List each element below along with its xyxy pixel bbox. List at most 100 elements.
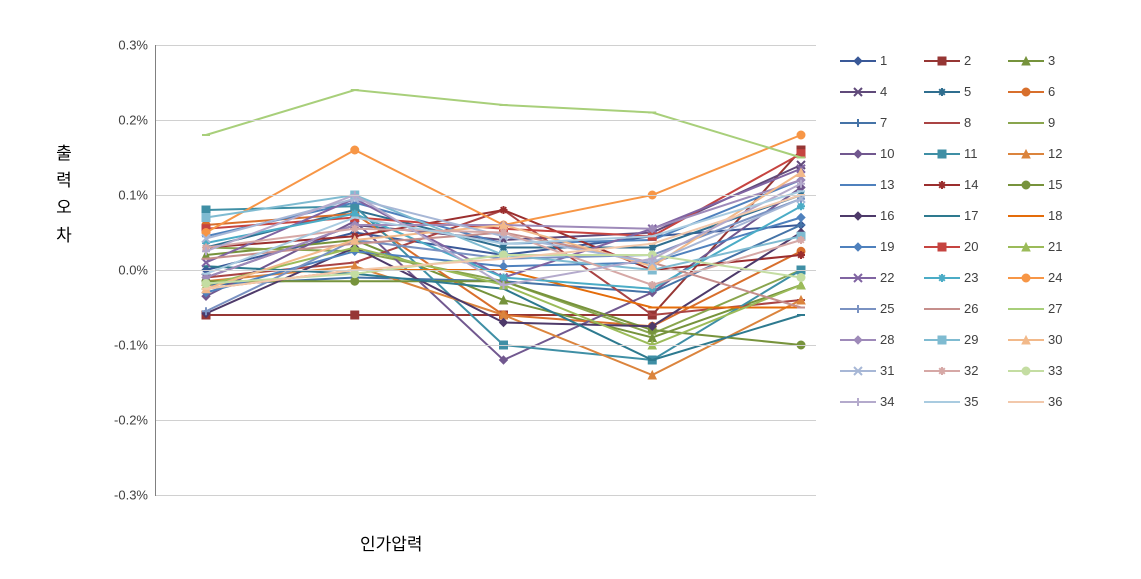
series-marker (202, 214, 210, 222)
series-marker (500, 319, 508, 327)
legend-item: 7 (840, 107, 924, 138)
y-tick-label: 0.2% (118, 113, 156, 128)
legend-item: 18 (1008, 200, 1092, 231)
legend-item: 19 (840, 231, 924, 262)
legend-item: 2 (924, 45, 1008, 76)
legend-item: 3 (1008, 45, 1092, 76)
legend-label: 36 (1048, 394, 1062, 409)
legend-item: 33 (1008, 355, 1092, 386)
legend-item: 5 (924, 76, 1008, 107)
series-marker (648, 281, 656, 289)
gridline (156, 420, 816, 421)
legend-label: 16 (880, 208, 894, 223)
legend-swatch (840, 55, 876, 67)
legend-swatch (924, 241, 960, 253)
legend-label: 4 (880, 84, 887, 99)
legend-item: 35 (924, 386, 1008, 417)
legend-item: 10 (840, 138, 924, 169)
legend-item: 30 (1008, 324, 1092, 355)
legend-swatch (924, 303, 960, 315)
y-tick-label: 0.3% (118, 38, 156, 53)
series-line (206, 90, 801, 158)
legend-swatch (924, 272, 960, 284)
legend-item: 24 (1008, 262, 1092, 293)
pressure-error-chart: 출력오차 인가압력 -0.3%-0.2%-0.1%0.0%0.1%0.2%0.3… (50, 20, 1110, 560)
legend-swatch (840, 86, 876, 98)
legend-item: 17 (924, 200, 1008, 231)
legend-swatch (1008, 148, 1044, 160)
legend-swatch (1008, 179, 1044, 191)
legend-swatch (840, 117, 876, 129)
gridline (156, 195, 816, 196)
legend-swatch (1008, 303, 1044, 315)
legend-label: 6 (1048, 84, 1055, 99)
gridline (156, 495, 816, 496)
legend-item: 14 (924, 169, 1008, 200)
legend-label: 17 (964, 208, 978, 223)
legend-label: 7 (880, 115, 887, 130)
legend-item: 32 (924, 355, 1008, 386)
series-marker (500, 274, 508, 282)
series-marker (797, 251, 805, 259)
legend-swatch (1008, 117, 1044, 129)
legend: 1234567891011121314151617181920212223242… (840, 45, 1100, 417)
plot-area: -0.3%-0.2%-0.1%0.0%0.1%0.2%0.3% (155, 45, 816, 496)
legend-swatch (1008, 365, 1044, 377)
legend-label: 10 (880, 146, 894, 161)
legend-label: 13 (880, 177, 894, 192)
legend-item: 12 (1008, 138, 1092, 169)
legend-label: 23 (964, 270, 978, 285)
x-axis-label: 인가압력 (360, 530, 423, 555)
legend-swatch (924, 334, 960, 346)
legend-item: 29 (924, 324, 1008, 355)
legend-item: 26 (924, 293, 1008, 324)
legend-swatch (1008, 55, 1044, 67)
legend-label: 32 (964, 363, 978, 378)
gridline (156, 120, 816, 121)
series-marker (500, 229, 508, 237)
legend-swatch (840, 303, 876, 315)
series-marker (351, 277, 359, 285)
legend-swatch (924, 210, 960, 222)
legend-item: 21 (1008, 231, 1092, 262)
legend-item: 27 (1008, 293, 1092, 324)
legend-swatch (840, 241, 876, 253)
legend-swatch (1008, 241, 1044, 253)
legend-item: 31 (840, 355, 924, 386)
legend-item: 23 (924, 262, 1008, 293)
legend-swatch (840, 272, 876, 284)
legend-swatch (1008, 396, 1044, 408)
y-axis-label: 출력오차 (50, 140, 78, 249)
legend-label: 9 (1048, 115, 1055, 130)
legend-item: 25 (840, 293, 924, 324)
legend-swatch (924, 55, 960, 67)
y-tick-label: 0.1% (118, 188, 156, 203)
legend-label: 3 (1048, 53, 1055, 68)
legend-swatch (840, 396, 876, 408)
legend-swatch (840, 334, 876, 346)
legend-label: 24 (1048, 270, 1062, 285)
legend-label: 21 (1048, 239, 1062, 254)
series-marker (500, 206, 508, 214)
legend-swatch (1008, 86, 1044, 98)
legend-item: 13 (840, 169, 924, 200)
legend-item: 8 (924, 107, 1008, 138)
gridline (156, 45, 816, 46)
legend-item: 1 (840, 45, 924, 76)
y-tick-label: -0.2% (114, 413, 156, 428)
legend-swatch (924, 179, 960, 191)
legend-label: 18 (1048, 208, 1062, 223)
legend-label: 20 (964, 239, 978, 254)
legend-label: 34 (880, 394, 894, 409)
series-marker (351, 225, 359, 233)
series-marker (648, 371, 656, 379)
legend-swatch (1008, 210, 1044, 222)
legend-label: 35 (964, 394, 978, 409)
legend-swatch (924, 148, 960, 160)
y-tick-label: -0.1% (114, 338, 156, 353)
legend-label: 31 (880, 363, 894, 378)
legend-label: 27 (1048, 301, 1062, 316)
legend-swatch (1008, 334, 1044, 346)
legend-item: 20 (924, 231, 1008, 262)
legend-label: 29 (964, 332, 978, 347)
